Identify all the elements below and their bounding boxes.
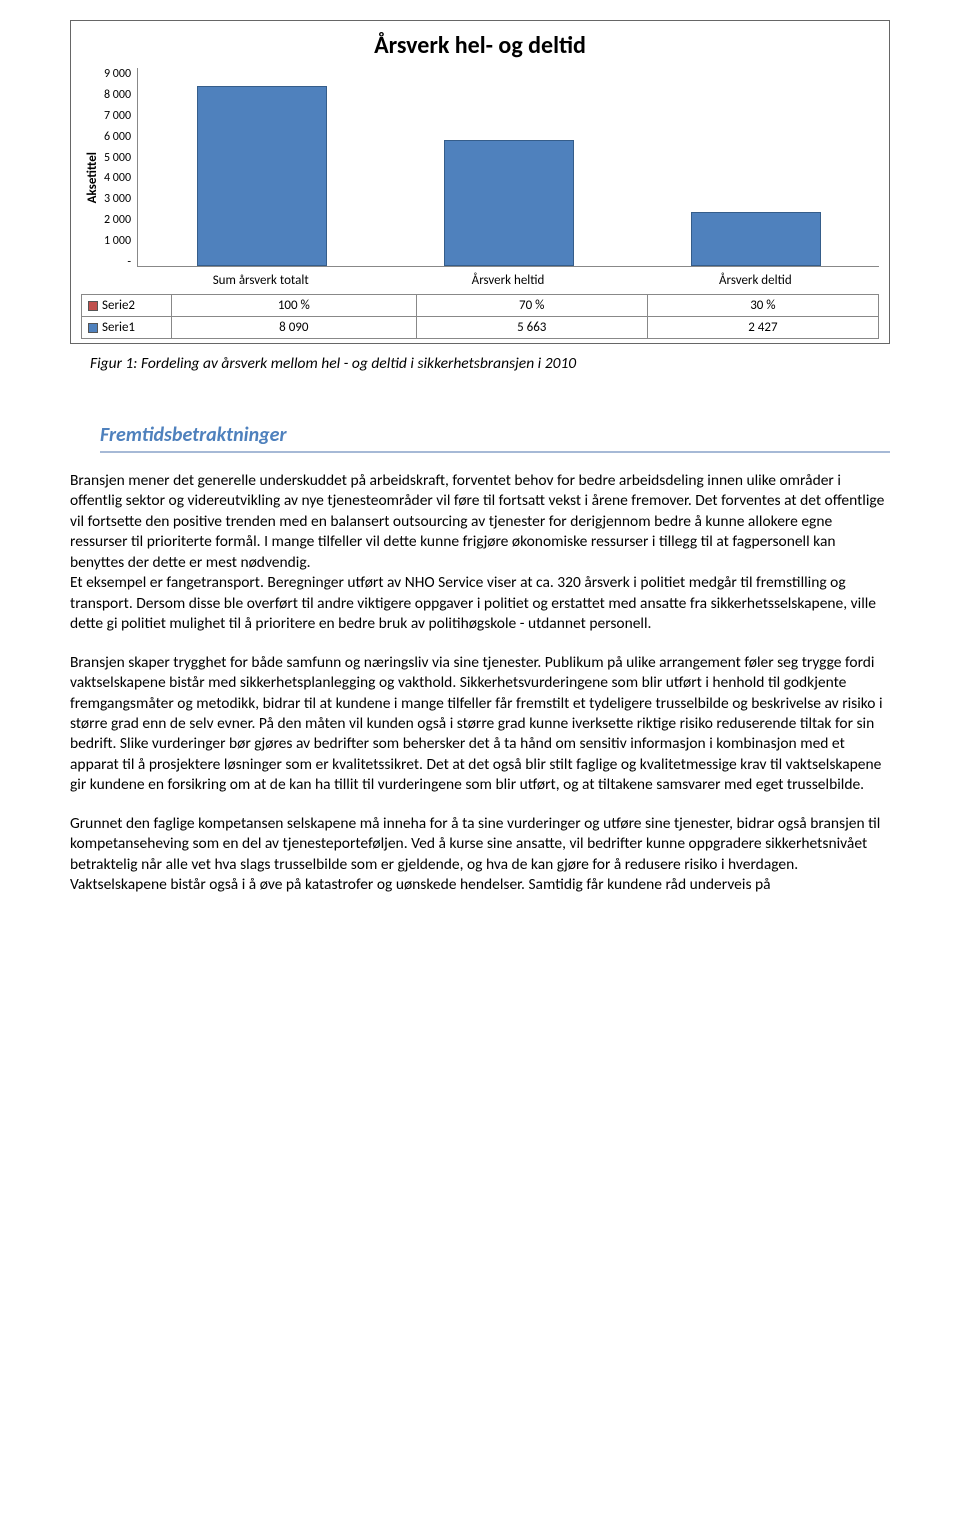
- chart-data-table: Serie2 100 %70 %30 % Serie1 8 0905 6632 427: [81, 294, 879, 339]
- y-tick-label: 9 000: [104, 68, 131, 80]
- chart-container: Årsverk hel- og deltid Aksetittel 9 000 8…: [70, 20, 890, 344]
- bar: [197, 86, 327, 266]
- chart-body: Aksetittel 9 000 8 000 7 000 6 000 5 000 4 00…: [81, 68, 879, 288]
- y-tick-label: 4 000: [104, 172, 131, 184]
- body-paragraph: Grunnet den faglige kompetansen selskape…: [70, 814, 890, 896]
- x-axis-labels: Sum årsverk totalt Årsverk heltid Årsverk …: [137, 267, 879, 288]
- y-tick-label: 5 000: [104, 152, 131, 164]
- table-cell: 30 %: [647, 295, 878, 317]
- y-tick-label: 1 000: [104, 235, 131, 247]
- y-tick-label: -: [127, 256, 131, 268]
- y-axis-ticks: 9 000 8 000 7 000 6 000 5 000 4 000 3 000 2 000…: [104, 68, 137, 268]
- y-tick-label: 3 000: [104, 193, 131, 205]
- table-row: Serie1 8 0905 6632 427: [82, 317, 879, 339]
- y-tick-label: 7 000: [104, 110, 131, 122]
- bar-slot: [168, 86, 355, 266]
- legend-cell: Serie2: [82, 295, 172, 317]
- figure-caption: Figur 1: Fordeling av årsverk mellom hel…: [90, 354, 890, 373]
- legend-cell: Serie1: [82, 317, 172, 339]
- y-tick-label: 2 000: [104, 214, 131, 226]
- table-cell: 2 427: [647, 317, 878, 339]
- y-tick-label: 6 000: [104, 131, 131, 143]
- y-axis-label: Aksetittel: [81, 152, 104, 203]
- body-paragraph: Bransjen mener det generelle underskudde…: [70, 471, 890, 635]
- x-axis-label: Årsverk heltid: [414, 273, 601, 288]
- table-cell: 8 090: [172, 317, 417, 339]
- table-cell: 100 %: [172, 295, 417, 317]
- section-heading: Fremtidsbetraktninger: [100, 423, 890, 453]
- table-row: Serie2 100 %70 %30 %: [82, 295, 879, 317]
- series-name: Serie1: [102, 320, 135, 335]
- chart-plot-area: [137, 68, 879, 267]
- table-cell: 70 %: [416, 295, 647, 317]
- x-axis-label: Sum årsverk totalt: [167, 273, 354, 288]
- legend-swatch: [88, 301, 98, 311]
- body-text-container: Bransjen mener det generelle underskudde…: [70, 471, 890, 896]
- x-axis-label: Årsverk deltid: [662, 273, 849, 288]
- bar: [691, 212, 821, 266]
- y-tick-label: 8 000: [104, 89, 131, 101]
- body-paragraph: Bransjen skaper trygghet for både samfun…: [70, 653, 890, 796]
- chart-title: Årsverk hel- og deltid: [81, 31, 879, 60]
- bar-slot: [415, 140, 602, 266]
- bar-slot: [662, 212, 849, 266]
- series-name: Serie2: [102, 298, 135, 313]
- bar: [444, 140, 574, 266]
- legend-swatch: [88, 323, 98, 333]
- table-cell: 5 663: [416, 317, 647, 339]
